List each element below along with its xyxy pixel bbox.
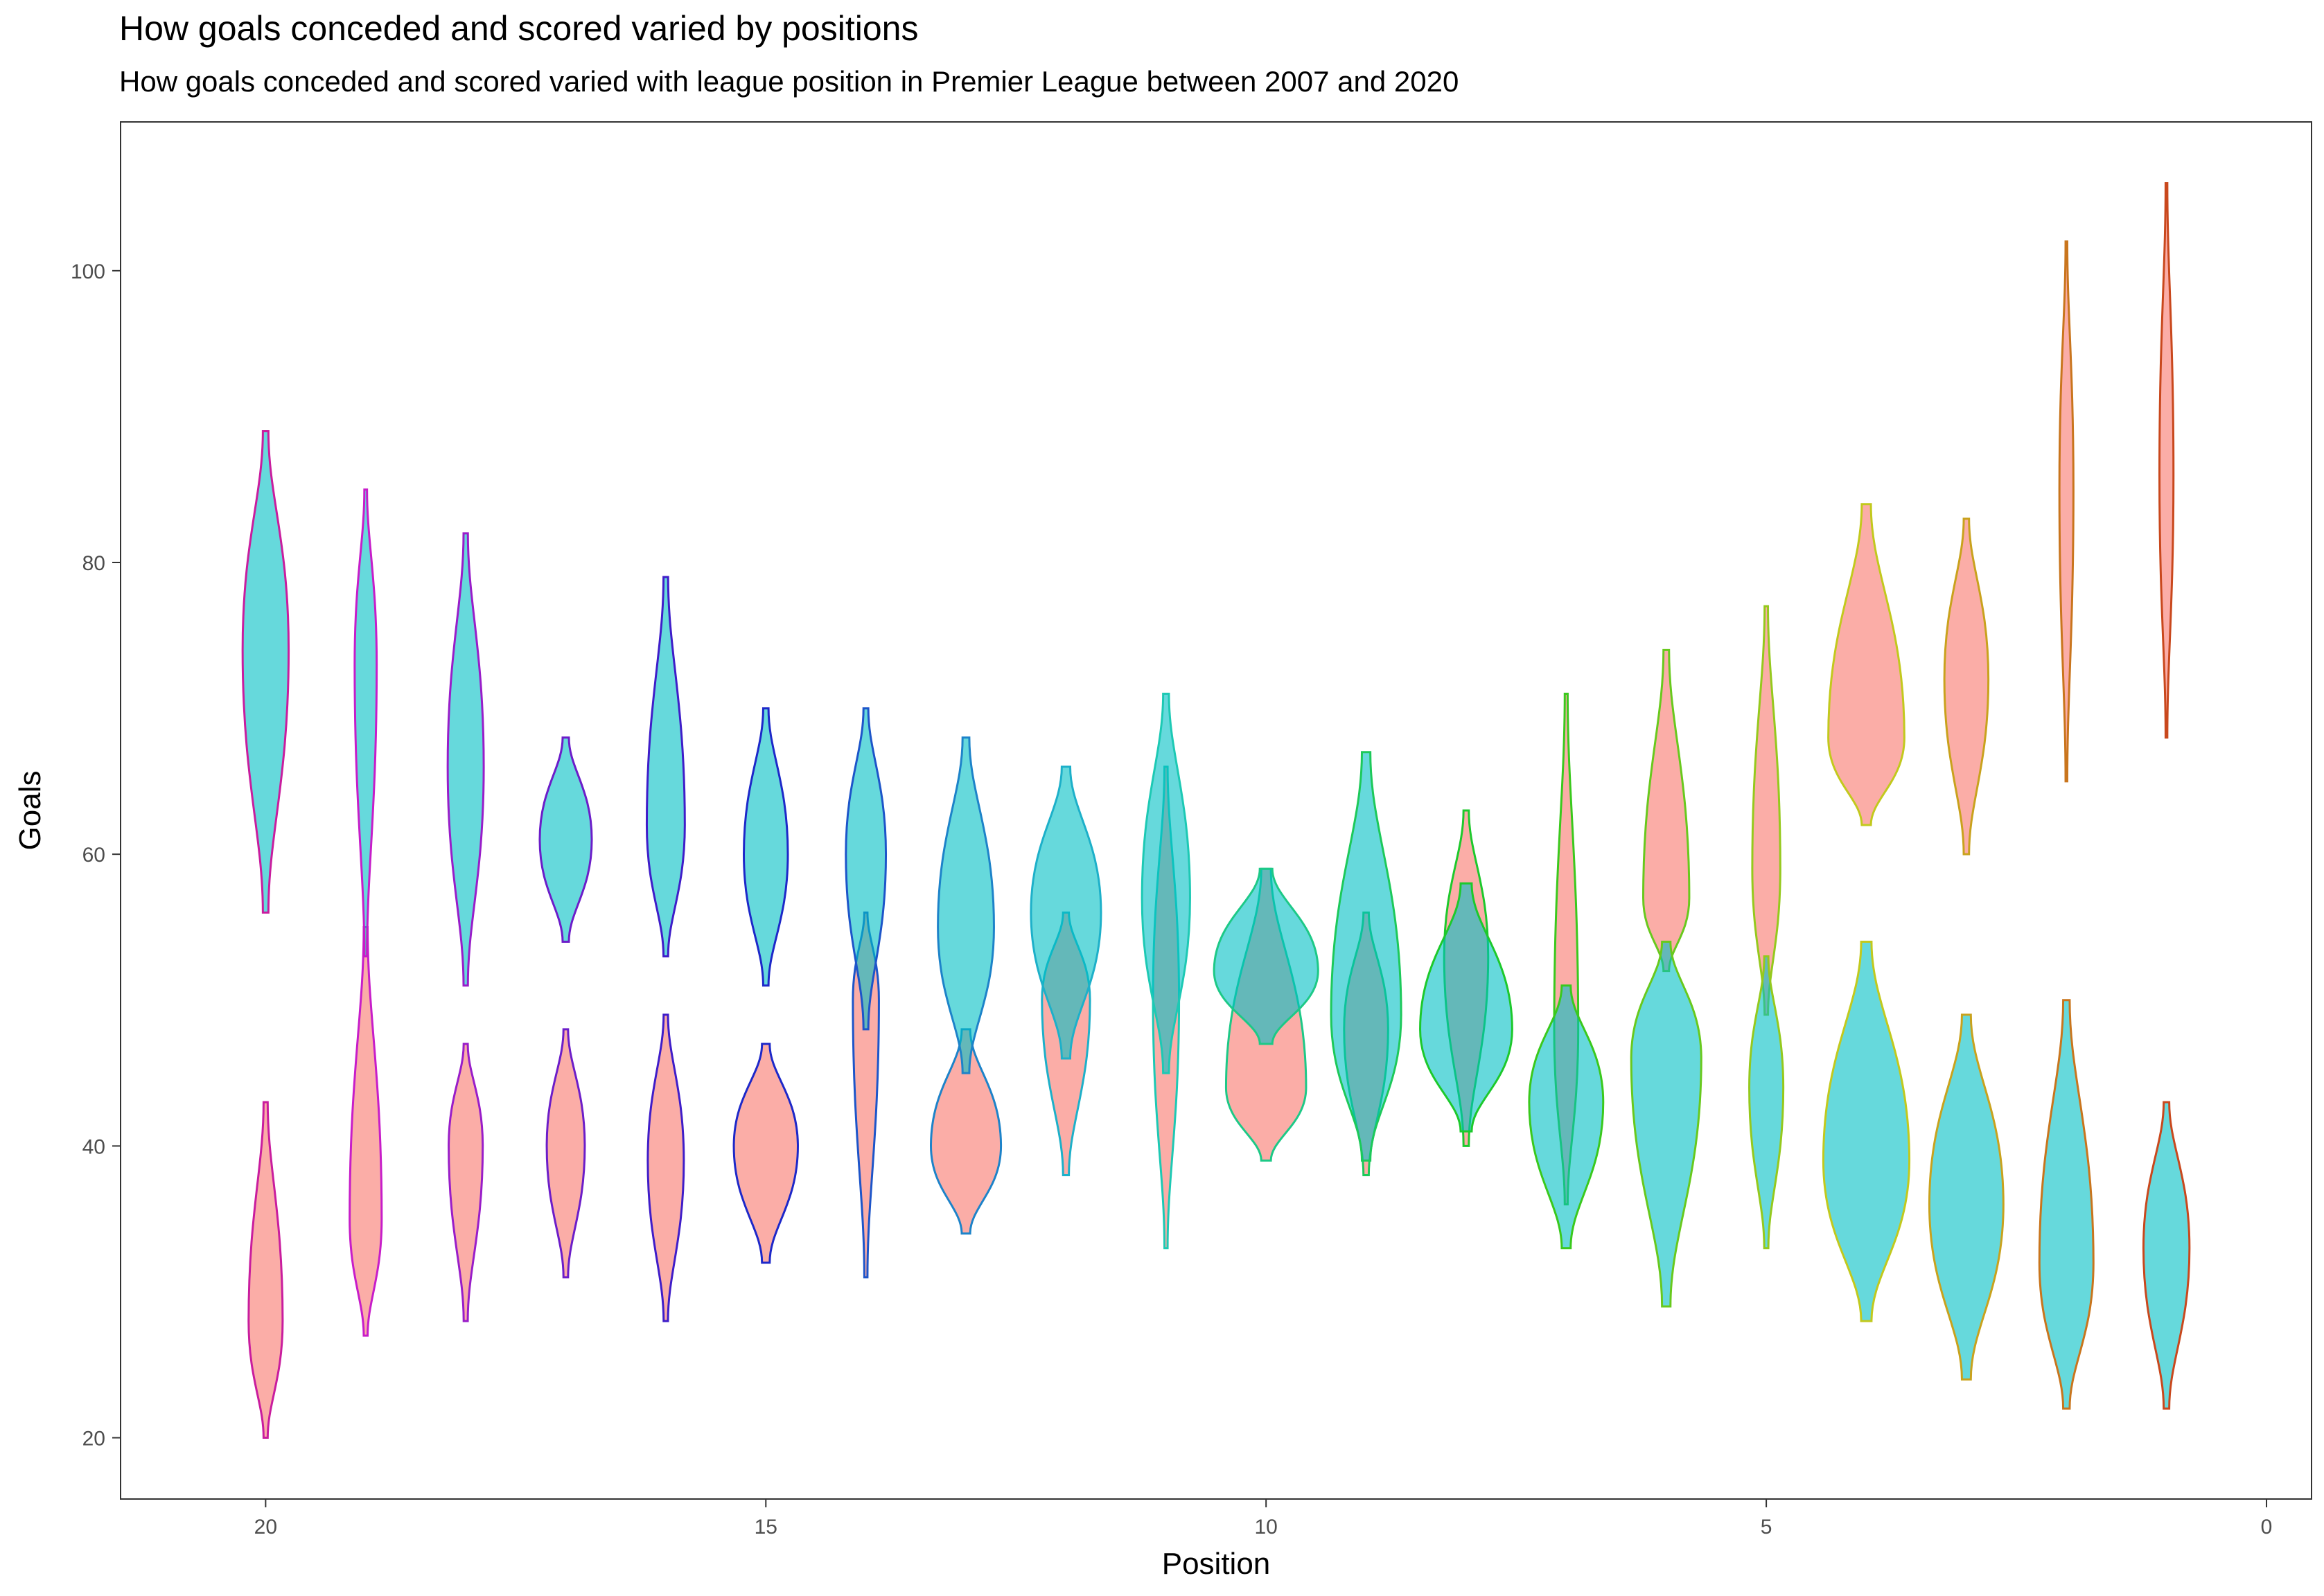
scored-violin-position-13	[930, 1028, 1003, 1235]
x-tick-label: 10	[1255, 1516, 1278, 1539]
conceded-violin-position-11	[1141, 693, 1191, 1074]
conceded-violin-position-1	[2142, 1101, 2191, 1410]
scored-violin-position-14	[852, 911, 880, 1279]
y-axis-title: Goals	[13, 771, 47, 851]
y-tick-label: 60	[82, 844, 105, 867]
conceded-violin-position-15	[743, 707, 789, 987]
y-tick-label: 80	[82, 552, 105, 575]
conceded-violin-position-5	[1748, 955, 1785, 1250]
y-tick-label: 40	[82, 1135, 105, 1158]
x-axis-title: Position	[1162, 1547, 1271, 1581]
conceded-violin-position-7	[1528, 984, 1605, 1250]
scored-violin-position-20	[247, 1101, 284, 1439]
scored-violin-position-1	[2158, 181, 2175, 739]
conceded-violin-position-19	[353, 488, 378, 958]
x-tick-label: 5	[1761, 1516, 1772, 1539]
conceded-violin-position-13	[937, 736, 995, 1074]
conceded-violin-position-6	[1630, 941, 1702, 1308]
scored-violin-position-2	[2058, 240, 2075, 783]
plot-panel-border	[120, 121, 2312, 1500]
scored-violin-position-17	[545, 1028, 586, 1279]
conceded-violin-position-3	[1928, 1013, 2005, 1381]
conceded-violin-position-18	[446, 532, 485, 987]
x-tick-label: 0	[2261, 1516, 2273, 1539]
scored-violin-position-5	[1751, 605, 1781, 1016]
chart-subtitle: How goals conceded and scored varied wit…	[119, 65, 1459, 98]
scored-violin-position-3	[1943, 517, 1990, 855]
x-tick-label: 20	[254, 1516, 277, 1539]
scored-violin-position-4	[1827, 503, 1905, 826]
y-axis: 20 40 60 80 100	[71, 260, 121, 1451]
scored-violin-position-16	[646, 1013, 685, 1322]
conceded-violin-position-10	[1213, 867, 1319, 1045]
conceded-violins-group	[241, 429, 2191, 1410]
y-tick-label: 100	[71, 260, 105, 283]
x-axis: 20 15 10 5 0	[254, 1499, 2273, 1539]
conceded-violin-position-4	[1822, 941, 1911, 1322]
conceded-violin-position-17	[538, 736, 593, 943]
chart-title: How goals conceded and scored varied by …	[119, 9, 919, 48]
conceded-violin-position-20	[241, 429, 290, 914]
scored-violin-position-19	[349, 925, 383, 1337]
scored-violin-position-18	[448, 1043, 484, 1322]
scored-violin-position-6	[1642, 648, 1691, 973]
x-tick-label: 15	[755, 1516, 777, 1539]
y-tick-label: 20	[82, 1428, 105, 1451]
conceded-violin-position-2	[2038, 999, 2095, 1410]
conceded-violin-position-14	[845, 707, 888, 1031]
scored-violin-position-15	[732, 1043, 799, 1264]
conceded-violin-position-8	[1419, 882, 1513, 1133]
conceded-violin-position-9	[1330, 751, 1402, 1162]
conceded-violin-position-12	[1030, 765, 1102, 1060]
conceded-violin-position-16	[645, 576, 686, 958]
